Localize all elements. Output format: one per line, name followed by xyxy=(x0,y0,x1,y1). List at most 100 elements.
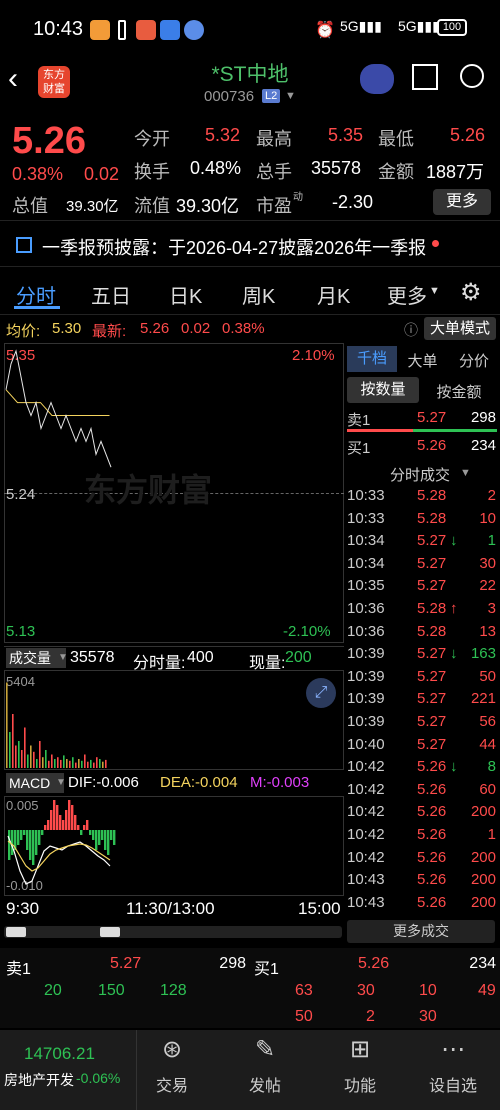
nav-post[interactable]: 发帖 xyxy=(248,1078,281,1095)
volume-bar xyxy=(21,750,23,768)
trade-volume: 200 xyxy=(470,871,496,889)
watermark: 东方财富 xyxy=(84,472,213,508)
volume-bar xyxy=(15,745,17,768)
divider xyxy=(0,220,500,221)
volume-bar xyxy=(78,759,80,768)
by-quantity-button[interactable]: 按数量 xyxy=(347,377,419,403)
scroll-handle-right[interactable] xyxy=(100,927,120,937)
open-value: 5.32 xyxy=(205,125,241,145)
volume-bar xyxy=(48,760,50,768)
macd-panel xyxy=(4,796,344,896)
sell1-label: 卖1 xyxy=(347,412,371,429)
index-pct[interactable]: -0.06% xyxy=(76,1070,121,1086)
trade-icon[interactable]: ⊛ xyxy=(161,1036,183,1063)
post-icon[interactable]: ✎ xyxy=(254,1036,276,1063)
trade-volume: 22 xyxy=(479,577,496,595)
trade-row: 10:34 5.27 30 xyxy=(0,555,500,577)
turnover-label: 换手 xyxy=(134,162,170,182)
change-percent: 0.38% xyxy=(12,164,64,184)
chevron-down-icon[interactable]: ▼ xyxy=(285,90,296,102)
trade-time: 10:33 xyxy=(347,509,385,527)
tab-daily-k[interactable]: 日K xyxy=(169,286,203,308)
avg-line xyxy=(5,389,110,416)
bottom-right-qty-4: 49 xyxy=(478,982,496,999)
macd-bar xyxy=(98,830,101,845)
nav-functions[interactable]: 功能 xyxy=(343,1078,376,1095)
trade-row: 10:39 5.27 56 xyxy=(0,713,500,735)
nav-trade[interactable]: 交易 xyxy=(155,1078,188,1095)
tab-order-book[interactable]: 千档 xyxy=(347,346,397,372)
share-icon[interactable] xyxy=(412,64,438,90)
macd-bar xyxy=(71,805,74,830)
volume-bar xyxy=(27,754,29,768)
tab-intraday[interactable]: 分时 xyxy=(16,286,56,308)
trade-time: 10:43 xyxy=(347,893,385,911)
watchlist-icon[interactable]: ⋯ xyxy=(441,1036,465,1063)
macd-bar xyxy=(80,830,83,835)
volume-bar xyxy=(57,757,59,768)
tab-more[interactable]: 更多 xyxy=(387,286,427,308)
macd-bar xyxy=(95,830,98,850)
prev-close-line xyxy=(4,493,344,494)
index-name[interactable]: 房地产开发 xyxy=(4,1072,74,1088)
battery-icon: 100 xyxy=(437,19,467,36)
more-trades-button[interactable]: 更多成交 xyxy=(347,920,495,943)
trade-time: 10:42 xyxy=(347,826,385,843)
chevron-down-icon: ▼ xyxy=(58,652,68,663)
chevron-down-icon[interactable]: ▼ xyxy=(460,467,471,479)
price-line xyxy=(5,349,112,468)
level2-badge: L2 xyxy=(262,89,281,103)
tab-big-orders[interactable]: 大单 xyxy=(407,353,438,370)
search-icon[interactable] xyxy=(460,64,484,88)
pe-value: -2.30 xyxy=(332,192,374,212)
volume-bar xyxy=(45,750,47,768)
nav-add-watchlist[interactable]: 设自选 xyxy=(428,1078,477,1095)
macd-bar xyxy=(44,825,47,830)
bottom-sell1-volume: 298 xyxy=(219,955,246,972)
tab-five-day[interactable]: 五日 xyxy=(91,286,131,308)
volume-selector[interactable]: 成交量 xyxy=(6,648,66,668)
volume-value: 35578 xyxy=(311,158,362,178)
x-label-mid: 11:30/13:00 xyxy=(126,899,215,918)
trade-time: 10:34 xyxy=(347,554,385,572)
expand-icon[interactable]: ⤢ xyxy=(306,678,336,708)
bottom-left-qty-1: 20 xyxy=(44,982,62,999)
macd-bar xyxy=(47,820,50,830)
macd-selector[interactable]: MACD xyxy=(6,773,64,793)
time-scrollbar[interactable] xyxy=(4,926,342,938)
trade-time: 10:39 xyxy=(347,645,385,663)
signal-icon-2: 5G▮▮▮ xyxy=(398,18,440,34)
tab-monthly-k[interactable]: 月K xyxy=(317,286,351,308)
back-icon[interactable]: ‹ xyxy=(8,62,18,95)
trade-row: 10:42 5.26 60 xyxy=(0,781,500,803)
latest-pct: 0.38% xyxy=(222,320,265,337)
volume-bar xyxy=(72,757,74,768)
by-amount-button[interactable]: 按金额 xyxy=(436,384,482,401)
big-order-mode-button[interactable]: 大单模式 xyxy=(424,317,496,340)
functions-icon[interactable]: ⊞ xyxy=(349,1036,371,1063)
robot-assistant-icon[interactable] xyxy=(360,64,394,94)
more-button[interactable]: 更多 xyxy=(433,189,491,215)
bottom-right-qty-2: 30 xyxy=(357,982,375,999)
index-value[interactable]: 14706.21 xyxy=(24,1044,95,1063)
tab-weekly-k[interactable]: 周K xyxy=(242,286,276,308)
alarm-icon: ⏰ xyxy=(315,22,335,39)
trade-time: 10:39 xyxy=(347,713,385,730)
market-cap-value: 39.30亿 xyxy=(66,198,119,215)
divider xyxy=(136,1030,137,1110)
scroll-handle-left[interactable] xyxy=(6,927,26,937)
trade-row: 10:39 5.27 ↓ 163 xyxy=(0,645,500,667)
header: ‹ 东方 财富 *ST中地 000736 L2 ▼ xyxy=(0,52,500,112)
tab-price-dist[interactable]: 分价 xyxy=(458,353,489,370)
app-notification-icon-3 xyxy=(160,20,180,40)
trade-price: 5.27 xyxy=(417,532,447,550)
gear-icon[interactable]: ⚙ xyxy=(460,279,482,306)
trade-row: 10:42 5.26 200 xyxy=(0,803,500,825)
minute-volume-value: 400 xyxy=(187,649,214,666)
buy1-price: 5.26 xyxy=(417,437,447,454)
macd-bar xyxy=(83,825,86,830)
trade-price: 5.26 xyxy=(417,826,447,843)
macd-bar xyxy=(68,800,71,830)
notice-text[interactable]: 一季报预披露：于2026-04-27披露2026年一季报 xyxy=(42,238,427,258)
help-icon[interactable]: ⓘ xyxy=(404,322,418,338)
